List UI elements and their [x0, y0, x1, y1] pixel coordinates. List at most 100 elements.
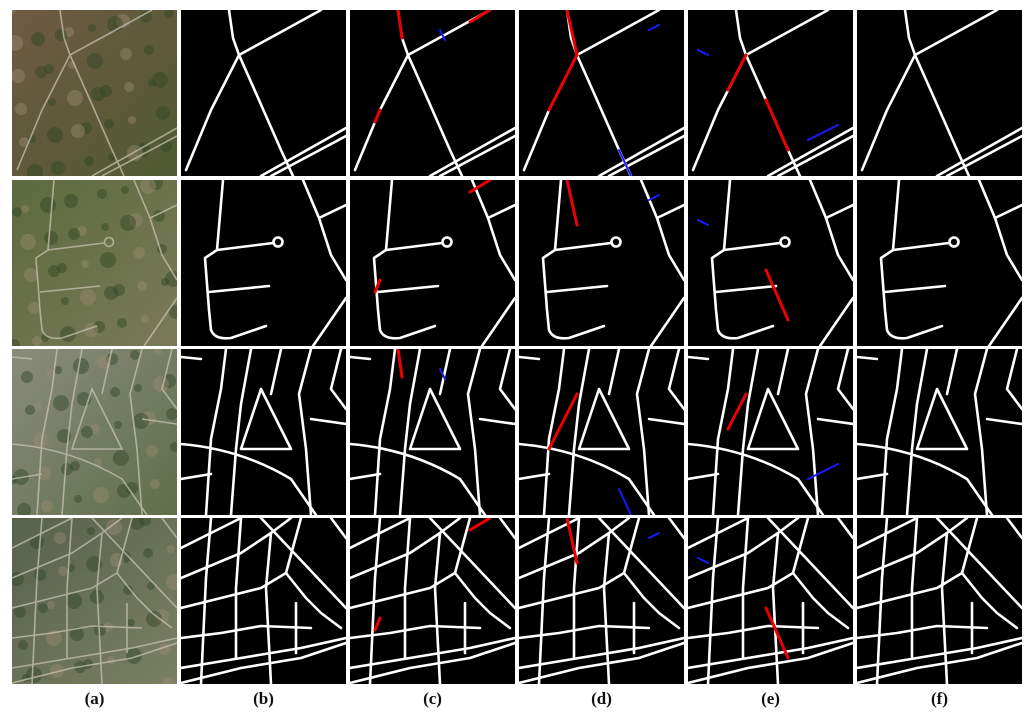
texture	[146, 445, 158, 457]
aerial-image	[10, 514, 182, 687]
texture	[133, 247, 145, 259]
road-map	[688, 180, 853, 346]
road-map	[350, 518, 515, 684]
texture	[34, 403, 42, 411]
texture	[48, 98, 56, 106]
aerial-image	[8, 176, 183, 351]
texture	[137, 281, 147, 291]
texture	[101, 223, 109, 231]
texture	[148, 79, 156, 87]
texture	[58, 566, 68, 576]
texture	[31, 32, 45, 46]
texture	[17, 503, 31, 517]
texture	[156, 106, 170, 120]
background	[857, 10, 1022, 176]
texture	[41, 500, 53, 512]
texture	[21, 371, 33, 383]
texture	[93, 487, 109, 503]
background	[688, 10, 853, 176]
texture	[80, 289, 96, 305]
texture	[166, 574, 182, 590]
texture	[150, 479, 160, 489]
texture	[61, 297, 69, 305]
road-map	[857, 349, 1022, 515]
texture	[133, 413, 149, 429]
texture	[34, 569, 46, 581]
texture	[121, 186, 129, 194]
texture	[106, 519, 122, 535]
road-map	[181, 10, 346, 176]
texture	[9, 476, 17, 484]
texture	[18, 640, 28, 650]
texture	[124, 82, 134, 92]
background	[350, 10, 515, 176]
texture	[48, 265, 60, 277]
road-map	[519, 180, 684, 346]
texture	[100, 252, 116, 268]
texture	[64, 194, 78, 208]
texture	[24, 268, 38, 282]
texture	[38, 603, 48, 613]
road-map	[688, 10, 853, 176]
texture	[28, 302, 40, 314]
texture	[114, 421, 122, 429]
background	[519, 10, 684, 176]
texture	[7, 35, 23, 51]
texture	[88, 24, 96, 32]
panel-label: (b)	[253, 689, 274, 708]
background	[181, 10, 346, 176]
road-map	[350, 180, 515, 346]
panel-label: (c)	[423, 689, 442, 708]
texture	[154, 347, 162, 355]
texture	[66, 593, 82, 609]
texture	[97, 189, 107, 199]
texture	[54, 532, 66, 544]
road-map	[519, 349, 684, 515]
texture	[73, 358, 89, 374]
texture	[53, 395, 69, 411]
texture	[20, 234, 36, 250]
texture	[144, 45, 154, 55]
texture	[167, 545, 175, 553]
texture	[153, 376, 169, 392]
road-map	[857, 180, 1022, 346]
texture	[128, 116, 136, 124]
texture	[113, 450, 129, 466]
texture	[71, 124, 85, 138]
texture	[12, 207, 22, 217]
texture	[170, 442, 180, 452]
texture	[91, 87, 105, 101]
texture	[120, 48, 132, 60]
texture	[117, 484, 131, 498]
background	[688, 349, 853, 515]
texture	[15, 103, 27, 115]
texture	[163, 677, 173, 687]
texture	[11, 69, 25, 83]
texture	[67, 90, 83, 106]
road-map	[857, 10, 1022, 176]
texture	[51, 161, 65, 175]
panel-label: (f)	[931, 689, 948, 708]
texture	[87, 53, 103, 69]
background	[857, 349, 1022, 515]
texture	[27, 164, 43, 180]
texture	[47, 601, 55, 609]
texture	[127, 619, 135, 627]
texture	[81, 426, 93, 438]
texture	[68, 228, 80, 240]
panel-label: (e)	[761, 689, 780, 708]
texture	[164, 8, 174, 18]
texture	[25, 405, 35, 415]
texture	[141, 315, 149, 323]
road-map	[519, 10, 684, 176]
texture	[104, 286, 118, 300]
background	[519, 349, 684, 515]
road-map	[857, 518, 1022, 684]
texture	[110, 387, 120, 397]
texture	[40, 197, 56, 213]
road-map	[181, 518, 346, 684]
panel-label: (d)	[591, 689, 612, 708]
texture	[61, 463, 73, 475]
panel-label: (a)	[85, 689, 105, 708]
page: (a)(b)(c)(d)(e)(f) (() => { const data =…	[0, 0, 1025, 718]
